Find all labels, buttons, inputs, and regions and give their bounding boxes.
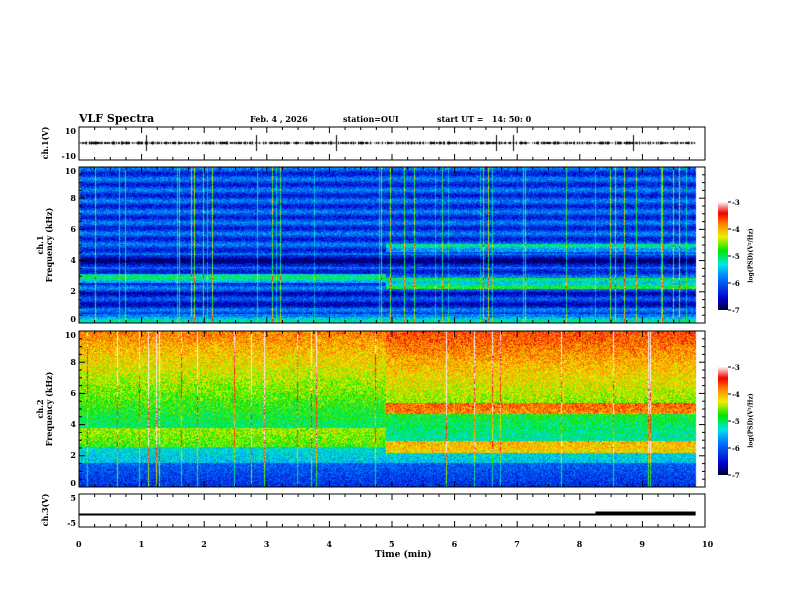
ch2-spec-ylabel-line2: Frequency (kHz) [44, 371, 54, 447]
x-tick-label: 1 [138, 539, 145, 549]
x-tick-label: 9 [639, 539, 645, 549]
colorbar-tick-label: -4 [732, 390, 740, 399]
date-label: Feb. 4 , 2026 [250, 114, 308, 124]
y-tick-label: 4 [70, 419, 76, 429]
y-tick-label: -5 [67, 518, 76, 528]
ch1-colorbar [718, 202, 728, 310]
colorbar-tick-label: -5 [732, 252, 740, 261]
colorbar-tick-label: -7 [732, 471, 740, 480]
ch3-ylabel: ch.3(V) [40, 493, 50, 527]
y-tick-label: 6 [70, 224, 76, 234]
y-tick-label: 0 [70, 478, 76, 488]
x-tick-label: 4 [326, 539, 332, 549]
y-tick-label: 10 [64, 330, 76, 340]
x-tick-label: 10 [702, 539, 714, 549]
figure-title: VLF Spectra [79, 112, 155, 125]
panel-frame-2 [78, 166, 706, 324]
x-tick-label: 8 [576, 539, 583, 549]
y-tick-label: 2 [70, 450, 76, 460]
y-tick-label: 6 [70, 388, 76, 398]
ch2-colorbar [718, 367, 728, 475]
y-tick-label: 2 [70, 286, 76, 296]
x-tick-label: 3 [263, 539, 270, 549]
ch1-ylabel: ch.1(V) [40, 126, 50, 160]
colorbar-tick-label: -5 [732, 417, 740, 426]
colorbar-tick-label: -3 [732, 363, 740, 372]
x-tick-label: 2 [201, 539, 207, 549]
ch2-colorbar-label: log(PSD)(V²/Hz) [747, 393, 755, 448]
station-label: station=OUI [343, 114, 399, 124]
y-tick-label: 10 [64, 126, 76, 136]
x-tick-label: 5 [389, 539, 395, 549]
colorbar-tick-label: -7 [732, 306, 740, 315]
y-tick-label: 5 [70, 493, 76, 503]
panel-frame-3 [78, 330, 706, 488]
start-time-label: start UT = 14: 50: 0 [437, 114, 532, 124]
ch2-spectrogram-image [79, 331, 705, 487]
ch1-spectrogram-image [79, 167, 705, 323]
colorbar-tick-label: -6 [732, 444, 740, 453]
x-tick-label: 0 [76, 539, 82, 549]
y-tick-label: 4 [70, 255, 76, 265]
y-tick-label: 8 [70, 193, 76, 203]
y-tick-label: 10 [64, 166, 76, 176]
ch2-spec-ylabel: ch.2 Frequency (kHz) [35, 354, 54, 464]
y-tick-label: 8 [70, 357, 76, 367]
y-tick-label: -10 [61, 151, 76, 161]
ch1-spec-ylabel: ch.1 Frequency (kHz) [35, 190, 54, 300]
colorbar-tick-label: -6 [732, 279, 740, 288]
x-axis-label: Time (min) [375, 550, 432, 560]
colorbar-tick-label: -3 [732, 198, 740, 207]
y-tick-label: 0 [70, 314, 76, 324]
colorbar-tick-label: -4 [732, 225, 740, 234]
x-tick-label: 6 [451, 539, 458, 549]
ch1-spec-ylabel-line2: Frequency (kHz) [44, 207, 54, 283]
ch1-colorbar-label: log(PSD)(V²/Hz) [747, 228, 755, 283]
x-tick-label: 7 [514, 539, 520, 549]
